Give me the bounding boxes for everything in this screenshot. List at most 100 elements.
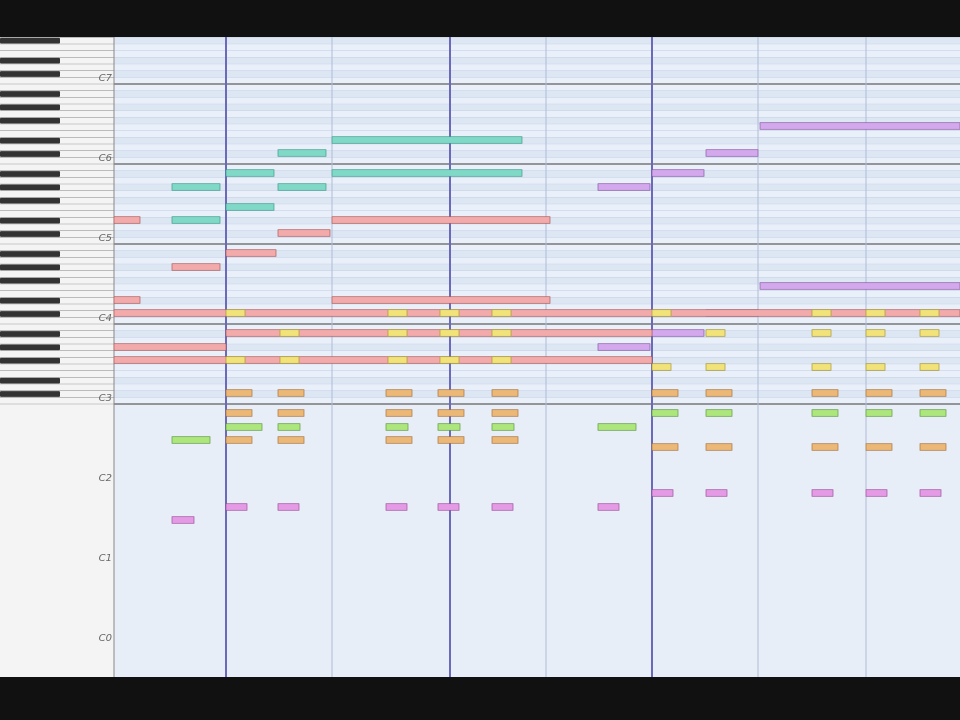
note [919,329,940,337]
note [811,309,832,317]
black-key [0,91,60,97]
note [597,183,651,191]
note [865,443,893,451]
row [114,397,960,404]
notes [113,122,960,524]
note [113,296,141,304]
row [114,110,960,118]
octave-label: C7 [99,73,113,84]
row [114,144,960,151]
note [705,149,759,157]
black-key [0,391,60,397]
row [114,77,960,84]
note [385,503,408,511]
note [277,389,305,397]
row [114,370,960,378]
black-key [0,217,60,224]
note [437,503,460,511]
row [114,164,960,171]
note [919,363,940,371]
row [114,304,960,311]
note [439,329,460,337]
octave-label: C1 [99,553,112,564]
row [114,64,960,71]
note [919,489,942,497]
row [114,124,960,131]
note [385,423,409,431]
note [387,356,408,364]
row [114,197,960,204]
note [705,489,728,497]
row [114,210,960,218]
row [114,177,960,184]
note [919,443,947,451]
note [225,389,253,397]
note [331,136,523,144]
note [865,363,886,371]
black-key [0,297,60,304]
note [759,282,960,290]
note [811,389,839,397]
note [331,296,551,304]
note [865,309,886,317]
note [811,489,834,497]
black-key [0,197,60,204]
row [114,184,960,191]
octave-label: C2 [99,473,112,484]
row [114,350,960,358]
octave-label: C6 [99,153,112,164]
note [225,203,275,211]
black-key [0,264,60,271]
row [114,117,960,124]
octave-label: C5 [99,233,112,244]
row [114,317,960,324]
note [387,309,408,317]
note [811,363,832,371]
note [491,309,512,317]
note [225,356,246,364]
note [651,309,672,317]
black-key [0,184,60,191]
note [491,436,519,444]
black-key [0,377,60,384]
row [114,284,960,291]
black-key [0,251,60,257]
row [114,97,960,104]
octave-label: C0 [99,633,112,644]
row [114,344,960,351]
note [225,169,275,177]
black-key [0,37,60,44]
row [114,277,960,284]
note [491,356,512,364]
note [171,216,221,224]
row [114,257,960,264]
note [277,183,327,191]
row [114,264,960,271]
row [114,384,960,391]
note [491,409,519,417]
row [114,204,960,211]
note [865,329,886,337]
black-key [0,151,60,157]
note [279,329,300,337]
note [705,389,733,397]
note [171,263,221,271]
black-key [0,344,60,351]
note [597,423,637,431]
note [385,409,413,417]
row [114,364,960,371]
row [114,170,960,178]
note [171,436,211,444]
black-key [0,57,60,64]
note [439,356,460,364]
note [865,389,893,397]
note [225,309,246,317]
note [811,409,839,417]
row [114,104,960,111]
row [114,44,960,51]
note [919,309,940,317]
row [114,57,960,64]
note [651,489,674,497]
